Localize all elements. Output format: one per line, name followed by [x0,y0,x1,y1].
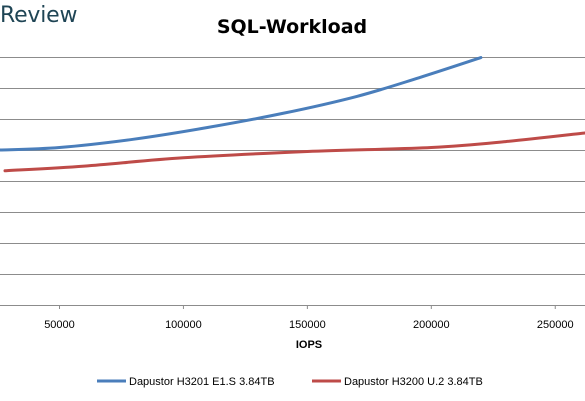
x-tick-label: 150000 [289,319,326,331]
series-line-1 [0,56,483,152]
legend-label: Dapustor H3201 E1.S 3.84TB [129,376,275,388]
grid-lines [0,57,585,306]
x-tick-label: 50000 [44,319,75,331]
series-line-2 [3,131,585,173]
legend-label: Dapustor H3200 U.2 3.84TB [344,376,483,388]
x-tick-labels: 50000 100000 150000 200000 250000 [44,305,574,331]
brand-logo: Review [0,3,78,28]
x-tick-label: 200000 [413,319,450,331]
x-tick-label: 100000 [165,319,202,331]
series-lines [0,56,585,173]
x-axis-title: IOPS [296,339,322,351]
x-tick-label: 250000 [537,319,574,331]
legend: Dapustor H3201 E1.S 3.84TB Dapustor H3200… [97,376,483,388]
chart-title: SQL-Workload [217,16,367,38]
